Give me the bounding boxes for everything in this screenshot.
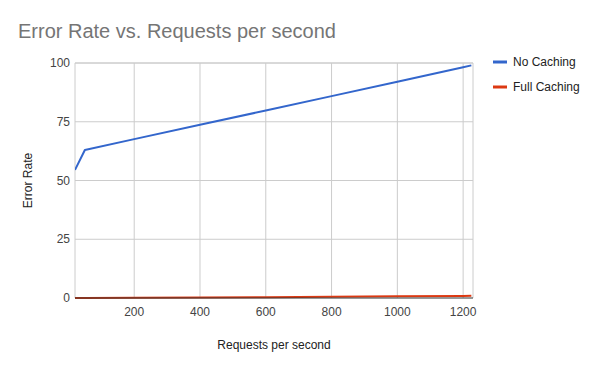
- x-tick-label: 1200: [450, 305, 477, 319]
- grid-line: [463, 63, 464, 298]
- y-tick-label: 100: [50, 56, 70, 70]
- legend-swatch: [493, 61, 507, 64]
- y-tick-label: 50: [57, 174, 71, 188]
- background: [0, 0, 600, 371]
- grid-line: [134, 63, 135, 298]
- title: Error Rate vs. Requests per second: [18, 20, 336, 42]
- frame: [75, 63, 473, 64]
- y-tick-label: 25: [57, 232, 71, 246]
- grid-line: [397, 63, 398, 298]
- frame: [473, 63, 474, 298]
- legend-swatch: [493, 86, 507, 89]
- grid-line: [265, 63, 266, 298]
- baseline: [75, 298, 473, 299]
- legend-label: No Caching: [513, 55, 576, 69]
- grid-line: [199, 63, 200, 298]
- frame: [75, 63, 76, 298]
- y-tick-label: 0: [63, 291, 70, 305]
- y-tick-label: 75: [57, 115, 71, 129]
- x-tick-label: 1000: [384, 305, 411, 319]
- legend-label: Full Caching: [513, 80, 580, 94]
- series-line: [75, 65, 471, 170]
- x-tick-label: 200: [124, 305, 144, 319]
- plot-area: [75, 65, 471, 298]
- x-axis-label: Requests per second: [217, 338, 330, 352]
- grid-line: [75, 63, 473, 64]
- x-tick-label: 800: [322, 305, 342, 319]
- grid-line: [331, 63, 332, 298]
- x-tick-label: 600: [256, 305, 276, 319]
- chart: Error Rate vs. Requests per second 0 25 50 7…: [0, 0, 600, 371]
- x-tick-label: 400: [190, 305, 210, 319]
- y-axis-label: Error Rate: [21, 153, 35, 209]
